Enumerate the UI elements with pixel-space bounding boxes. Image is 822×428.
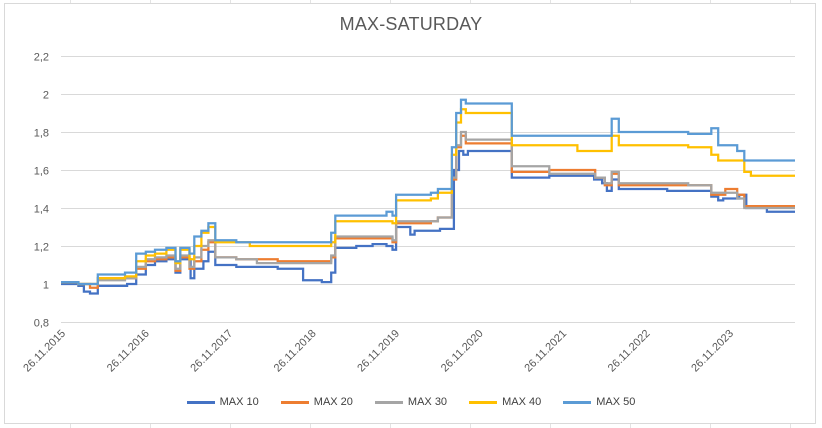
legend-item-max-10[interactable]: MAX 10	[186, 396, 259, 408]
series-line-max-30[interactable]	[61, 130, 795, 286]
chart-legend[interactable]: MAX 10 MAX 20 MAX 30 MAX 40 MAX 50	[0, 396, 822, 408]
x-tick-label: 26.11.2017	[188, 328, 235, 375]
y-tick-label: 1,2	[34, 242, 49, 254]
legend-item-max-20[interactable]: MAX 20	[280, 396, 353, 408]
x-tick-label: 26.11.2016	[105, 328, 152, 375]
x-tick-label: 26.11.2021	[522, 328, 569, 375]
legend-swatch	[186, 400, 215, 404]
legend-label: MAX 40	[502, 396, 542, 408]
y-tick-label: 0,8	[34, 318, 49, 330]
chart-area[interactable]	[4, 3, 816, 424]
legend-label: MAX 20	[313, 396, 353, 408]
series-line-max-50[interactable]	[61, 98, 795, 286]
legend-swatch	[280, 400, 309, 404]
chart-title: MAX-SATURDAY	[339, 14, 483, 34]
x-tick-label: 26.11.2019	[355, 328, 402, 375]
legend-item-max-50[interactable]: MAX 50	[563, 396, 635, 408]
legend-item-max-40[interactable]: MAX 40	[469, 396, 541, 408]
x-tick-label: 26.11.2015	[21, 328, 68, 375]
legend-swatch	[374, 400, 403, 404]
x-tick-label: 26.11.2020	[439, 328, 486, 375]
series-line-max-40[interactable]	[61, 108, 795, 286]
x-tick-label: 26.11.2018	[272, 328, 319, 375]
x-tick-label: 26.11.2022	[606, 328, 653, 375]
y-tick-label: 1,4	[34, 204, 49, 216]
y-tick-label: 1,8	[34, 128, 49, 140]
y-tick-label: 1,6	[34, 166, 49, 178]
legend-item-max-30[interactable]: MAX 30	[374, 396, 448, 408]
legend-swatch	[469, 400, 498, 404]
series-line-max-20[interactable]	[61, 134, 795, 289]
legend-label: MAX 50	[596, 396, 636, 408]
legend-label: MAX 30	[407, 396, 448, 408]
x-tick-label: 26.11.2023	[689, 328, 736, 375]
legend-label: MAX 10	[219, 396, 259, 408]
y-tick-label: 2,2	[34, 52, 49, 64]
y-tick-label: 2	[43, 90, 49, 102]
y-tick-label: 1	[43, 280, 49, 292]
legend-swatch	[563, 400, 592, 404]
